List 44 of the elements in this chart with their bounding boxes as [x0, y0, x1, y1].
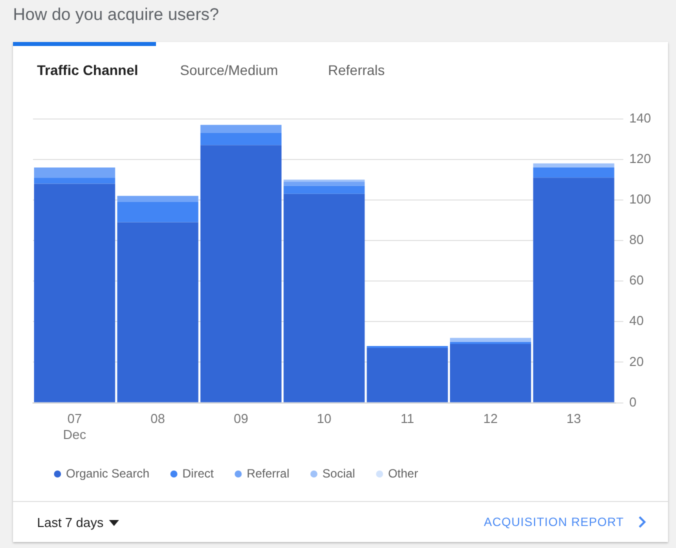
bar: [117, 222, 198, 402]
y-tick-label: 80: [629, 232, 644, 248]
legend-label: Social: [322, 466, 356, 480]
x-tick-label: 13: [566, 411, 581, 426]
legend-label: Organic Search: [66, 466, 150, 480]
bar: [34, 178, 116, 184]
y-tick-label: 20: [629, 354, 644, 369]
text: ACQUISITION REPORT: [484, 515, 624, 529]
x-tick-label: 10: [316, 411, 332, 426]
text: Traffic Channel: [37, 62, 138, 78]
x-tick-label: 07 Dec: [63, 411, 87, 442]
legend-label: Referral: [246, 466, 290, 480]
source-note: Source/Medium: [180, 62, 278, 78]
y-tick-label: 40: [629, 313, 644, 328]
x-tick-label: 08: [150, 411, 166, 426]
bar: [34, 167, 116, 178]
chart-title: How do you acquire users?: [13, 5, 220, 24]
bar: [284, 194, 365, 402]
y-tick-label: 120: [629, 150, 652, 166]
bar: [200, 133, 282, 146]
bar: [200, 124, 282, 133]
text: Last 7 days: [37, 515, 104, 530]
x-tick-label: 11: [400, 411, 414, 426]
legend-label: Direct: [182, 466, 214, 480]
bar: [533, 167, 614, 178]
bar: [117, 196, 198, 202]
text: Referrals: [328, 62, 385, 78]
y-tick-label: 60: [629, 272, 644, 288]
bar: [450, 344, 532, 402]
x-tick-label: 09: [234, 411, 248, 426]
y-tick-label: 100: [629, 192, 652, 207]
x-tick-label: 12: [483, 411, 498, 426]
bar: [284, 186, 365, 194]
bar: [200, 145, 282, 402]
y-tick-label: 0: [629, 394, 637, 410]
bar: [450, 338, 532, 342]
legend-label: Other: [388, 466, 418, 480]
y-tick-label: 140: [629, 110, 652, 126]
bar: [284, 182, 365, 186]
bar: [533, 178, 614, 402]
bar: [34, 184, 116, 402]
bar: [117, 202, 198, 222]
bar: [366, 348, 448, 402]
bar: [533, 163, 614, 168]
